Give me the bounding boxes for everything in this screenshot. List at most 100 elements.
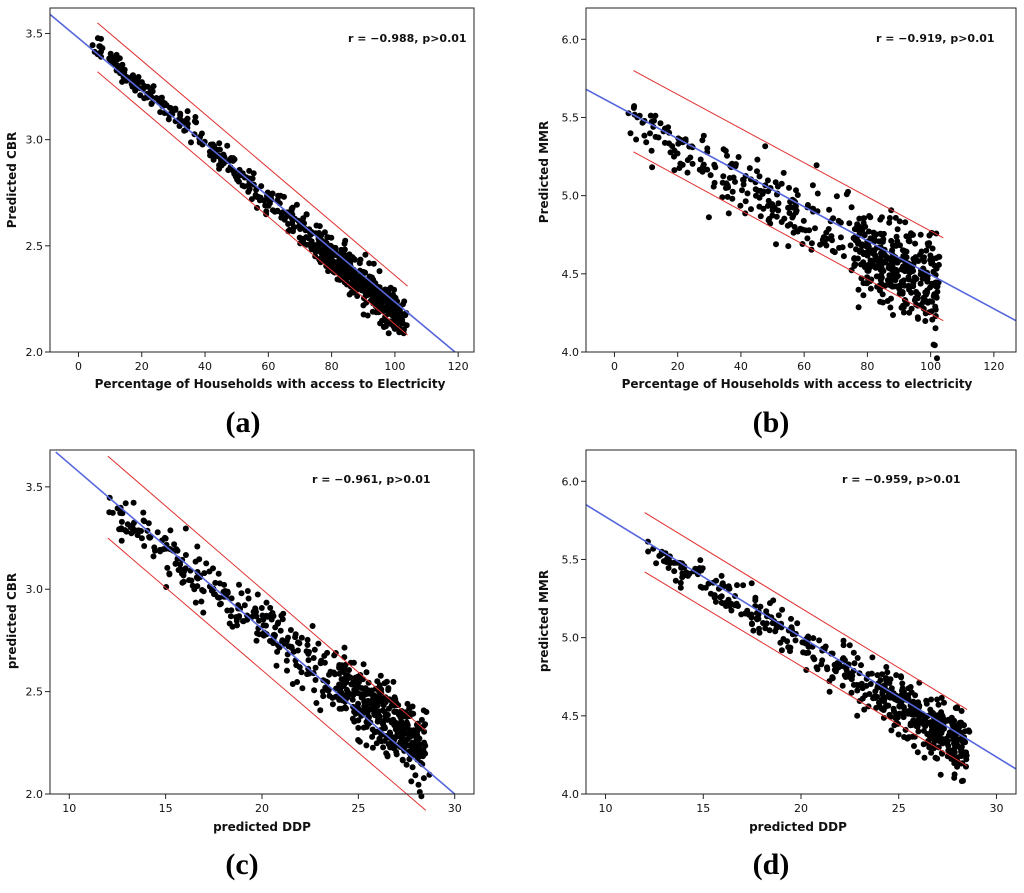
data-point [262, 196, 269, 203]
data-point [915, 315, 921, 322]
data-point [915, 712, 922, 719]
panel-label: (d) [753, 848, 790, 881]
data-point [263, 599, 270, 606]
data-point [757, 603, 764, 610]
data-point [779, 606, 786, 613]
data-point [385, 685, 392, 692]
data-point [246, 167, 253, 174]
data-point [804, 202, 811, 208]
data-point [869, 654, 876, 661]
data-point [674, 150, 681, 157]
data-point [665, 565, 672, 571]
data-point [887, 694, 894, 701]
data-point [920, 294, 927, 301]
data-point [846, 642, 853, 649]
y-tick-label: 3.0 [26, 134, 44, 147]
data-point [893, 672, 900, 679]
data-point [937, 771, 944, 778]
data-point [862, 692, 869, 699]
data-point [767, 220, 774, 227]
data-point [732, 161, 739, 168]
data-point [671, 167, 678, 174]
data-point [879, 671, 885, 678]
x-tick-label: 0 [611, 360, 618, 373]
data-point [901, 691, 908, 698]
data-point [372, 685, 379, 692]
data-point [332, 268, 339, 275]
data-point [145, 520, 152, 527]
data-point [342, 237, 349, 244]
data-point [382, 725, 388, 732]
data-point [865, 228, 872, 235]
data-point [122, 500, 129, 507]
data-point [854, 712, 861, 719]
data-point [929, 298, 936, 305]
data-point [752, 186, 759, 193]
data-point [303, 648, 310, 655]
data-point [888, 295, 894, 302]
correlation-annotation: r = −0.988, p>0.01 [348, 32, 467, 45]
data-point [766, 215, 773, 222]
panel-label: (c) [225, 848, 258, 881]
data-point [740, 582, 747, 589]
data-point [371, 729, 378, 736]
data-point [200, 609, 207, 616]
data-point [930, 268, 937, 275]
data-point [385, 741, 392, 748]
data-point [118, 537, 125, 544]
data-point [957, 752, 964, 759]
data-point [285, 634, 291, 641]
data-point [336, 670, 343, 677]
data-point [872, 695, 879, 701]
data-point [963, 752, 970, 759]
data-point [342, 704, 349, 711]
data-point [420, 746, 427, 753]
data-point [756, 173, 763, 180]
data-point [867, 285, 874, 292]
x-tick-label: 20 [135, 360, 149, 373]
data-point [780, 169, 787, 176]
data-point [712, 598, 719, 605]
data-point [854, 687, 861, 694]
data-point [711, 179, 718, 186]
data-point [808, 240, 815, 247]
data-point [298, 669, 305, 676]
data-point [867, 681, 874, 687]
x-tick-label: 15 [696, 802, 710, 815]
data-point [811, 656, 818, 663]
data-point [194, 569, 201, 575]
data-point [873, 273, 880, 280]
data-point [253, 637, 260, 644]
data-point [951, 749, 958, 756]
data-point [839, 244, 846, 251]
data-point [878, 230, 884, 237]
y-tick-label: 3.5 [26, 27, 44, 40]
x-tick-label: 80 [860, 360, 874, 373]
data-point [800, 649, 807, 656]
data-point [285, 221, 292, 227]
data-point [851, 660, 858, 667]
data-point [901, 707, 908, 714]
data-point [391, 286, 398, 293]
data-point [260, 616, 267, 623]
data-point [192, 114, 199, 120]
data-point [336, 664, 343, 671]
data-point [290, 228, 296, 235]
data-point [839, 682, 846, 689]
panel-a: 0 20 40 60 80 100 120 2.0 2.5 3.0 3.5 r = −0.988,… [5, 7, 475, 439]
data-point [231, 170, 238, 177]
data-point [253, 193, 260, 200]
correlation-annotation: r = −0.919, p>0.01 [876, 32, 995, 45]
data-point [373, 296, 379, 303]
y-tick-label: 2.0 [26, 346, 44, 359]
data-point [414, 728, 421, 735]
data-point [862, 264, 868, 271]
data-point [917, 251, 923, 258]
data-point [908, 289, 915, 296]
data-point [923, 697, 930, 704]
data-point [830, 215, 837, 222]
data-point [851, 255, 858, 262]
data-point [892, 715, 899, 722]
data-point [877, 266, 884, 273]
